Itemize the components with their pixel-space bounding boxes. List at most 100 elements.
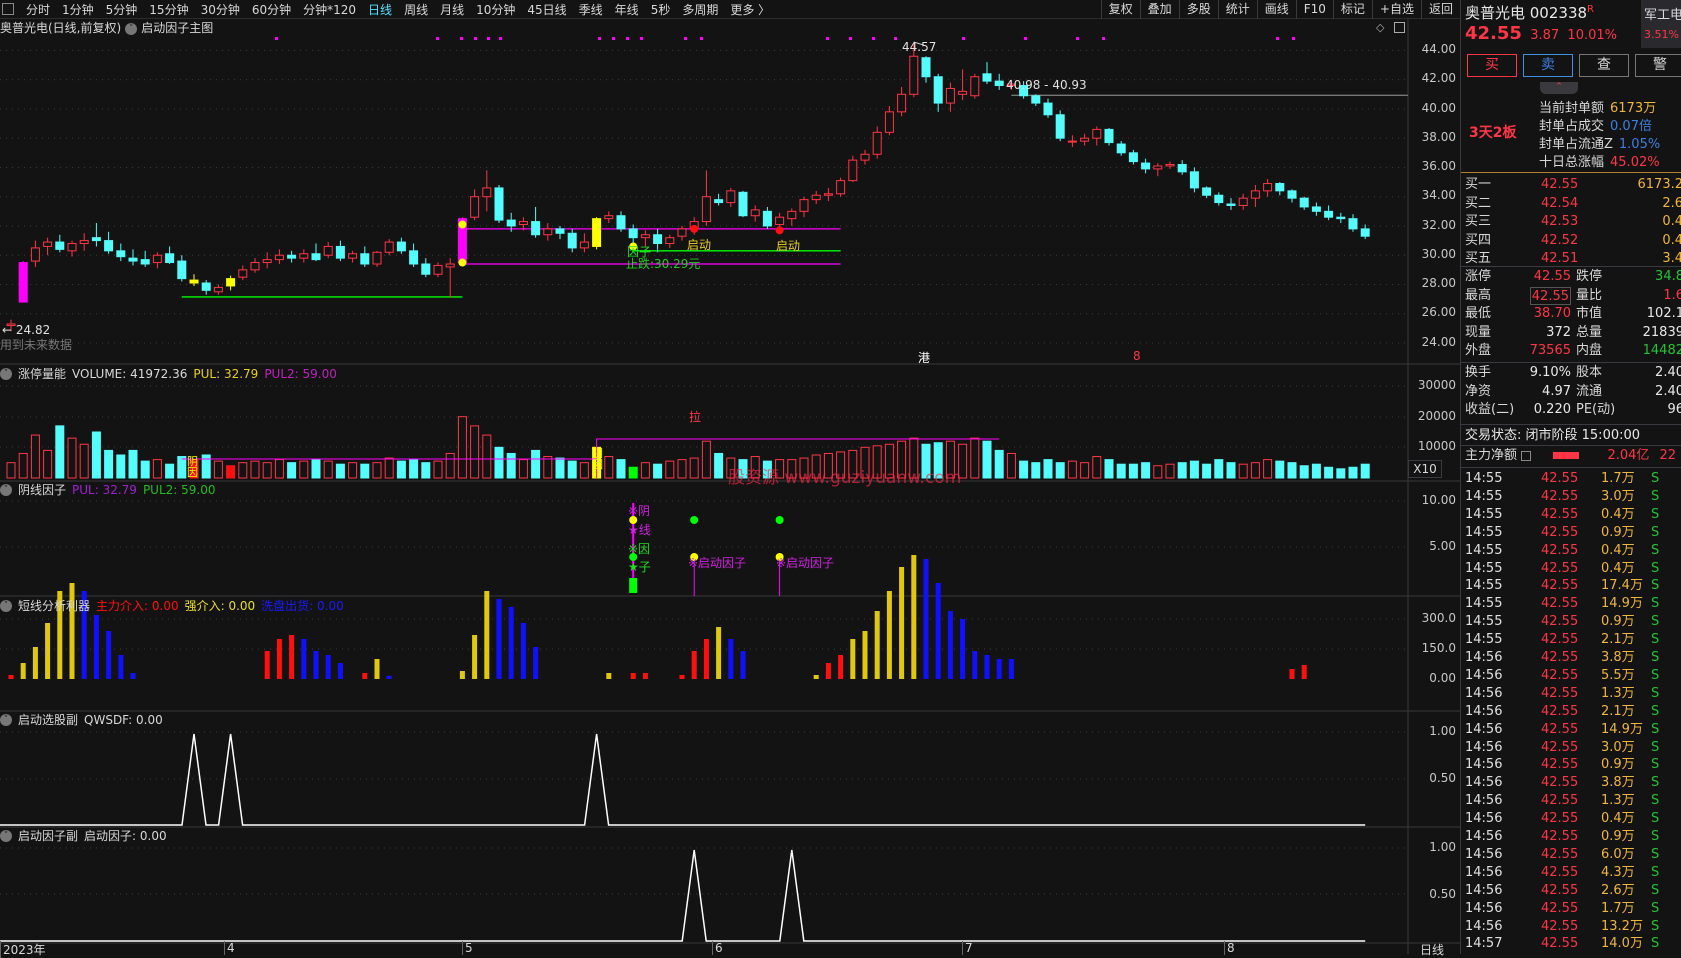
candle [68, 241, 76, 257]
signal-dot [1292, 37, 1295, 40]
start-signal-label: 启动 [776, 237, 800, 254]
list-icon[interactable] [1521, 451, 1531, 461]
volume-bar [410, 460, 418, 478]
panel-toggle-icon[interactable]: ˅ [0, 484, 12, 496]
volume-bar [483, 435, 491, 478]
volume-bar [19, 453, 27, 478]
stat-value: 0.220 [1534, 401, 1571, 419]
sector-box[interactable]: 军工电 3.51% [1641, 0, 1681, 48]
date-tick: 5 [462, 941, 473, 955]
stat-label: 最高 [1465, 287, 1491, 305]
candle-body [617, 216, 625, 229]
candle [922, 56, 930, 82]
volume-bar [568, 461, 576, 478]
stat-value: 4.97 [1542, 383, 1571, 401]
candle-body [532, 222, 540, 235]
analysis-bar [960, 619, 965, 679]
panel-title[interactable]: 启动因子副 [18, 827, 78, 844]
buy-button[interactable]: 买 [1467, 54, 1517, 77]
candle [263, 252, 271, 268]
candle-body [202, 283, 210, 290]
volume-bar [105, 450, 113, 478]
tick-side: S [1651, 577, 1659, 595]
analysis-bar [131, 673, 136, 679]
volume-bar [385, 458, 393, 478]
volume-bar [1142, 463, 1150, 478]
yinxian-tick: 5.00 [1408, 539, 1460, 553]
candle-body [275, 255, 283, 259]
stat-label: 总量 [1576, 324, 1602, 342]
volume-bar [1166, 464, 1174, 478]
candle-body [1154, 166, 1162, 169]
bid-price[interactable]: 42.55 [1541, 176, 1578, 194]
panel-title[interactable]: 阴线因子 [18, 481, 66, 498]
candle [1251, 185, 1259, 207]
panel-title[interactable]: 涨停量能 [18, 365, 66, 382]
candle [800, 197, 808, 217]
panel-toggle-icon[interactable]: ˅ [0, 368, 12, 380]
signal-dot [598, 37, 601, 40]
last-price: 42.55 [1465, 23, 1522, 44]
sell-button[interactable]: 卖 [1523, 54, 1573, 77]
tick-time: 14:56 [1465, 756, 1502, 774]
signal-dot [474, 37, 477, 40]
panel-title[interactable]: 启动选股副 [18, 711, 78, 728]
volume-bar [1215, 460, 1223, 478]
candle [1215, 192, 1223, 205]
analysis-bar [631, 673, 636, 679]
stat-value: 34.8 [1655, 268, 1681, 286]
tick-price: 42.55 [1541, 577, 1578, 595]
panel-title[interactable]: 短线分析利器 [18, 597, 90, 614]
tick-time: 14:56 [1465, 828, 1502, 846]
bid-price[interactable]: 42.54 [1541, 195, 1578, 213]
panel-toggle-icon[interactable]: ˅ [0, 830, 12, 842]
duanxian-panel-header: ˅ 短线分析利器 主力介入: 0.00 强介入: 0.00 洗盘出货: 0.00 [0, 597, 344, 614]
candle [654, 229, 662, 252]
duanxian-tick: 0.00 [1408, 671, 1460, 685]
date-tick: 6 [712, 941, 723, 955]
panel-toggle-icon[interactable]: ˅ [0, 714, 12, 726]
stat-label: 最低 [1465, 305, 1491, 323]
tick-time: 14:56 [1465, 864, 1502, 882]
candle [678, 226, 686, 241]
yin-factor-label: 阴因 [592, 448, 604, 470]
collapse-icon[interactable]: ⌃ [1540, 82, 1578, 94]
candle-body [1312, 207, 1320, 211]
tick-volume: 2.1万 [1601, 703, 1635, 721]
panel-toggle-icon[interactable]: ˅ [0, 600, 12, 612]
volume-bar [275, 460, 283, 478]
stat-label: 收益(二) [1465, 401, 1514, 419]
volume-bar [1349, 467, 1357, 478]
candle-body [141, 260, 149, 264]
alert-button[interactable]: 警 [1635, 54, 1681, 77]
signal-marker [458, 259, 466, 267]
bid-level-label: 买四 [1465, 232, 1491, 250]
bid-price[interactable]: 42.52 [1541, 232, 1578, 250]
candle-body [1190, 172, 1198, 188]
tick-price: 42.55 [1541, 542, 1578, 560]
candle-body [263, 260, 271, 263]
volume-bar [129, 450, 137, 478]
tick-side: S [1651, 756, 1659, 774]
volume-bar [715, 453, 723, 478]
candle-body [44, 242, 52, 246]
volume-bar [202, 455, 210, 478]
tick-time: 14:56 [1465, 846, 1502, 864]
candle-body [153, 255, 161, 262]
volume-bar [1264, 460, 1272, 478]
volume-bar [544, 457, 552, 478]
main-flow-label: 主力净额 [1465, 448, 1517, 463]
candle-body [288, 255, 296, 258]
volume-scale-button[interactable]: X10 [1408, 460, 1442, 478]
main-flow-row: 主力净额 2.04亿 22 [1465, 447, 1676, 465]
candle [1166, 162, 1174, 169]
query-button[interactable]: 查 [1579, 54, 1629, 77]
volume-tick: 10000 [1408, 439, 1460, 453]
tick-price: 42.55 [1541, 667, 1578, 685]
bid-price[interactable]: 42.53 [1541, 213, 1578, 231]
